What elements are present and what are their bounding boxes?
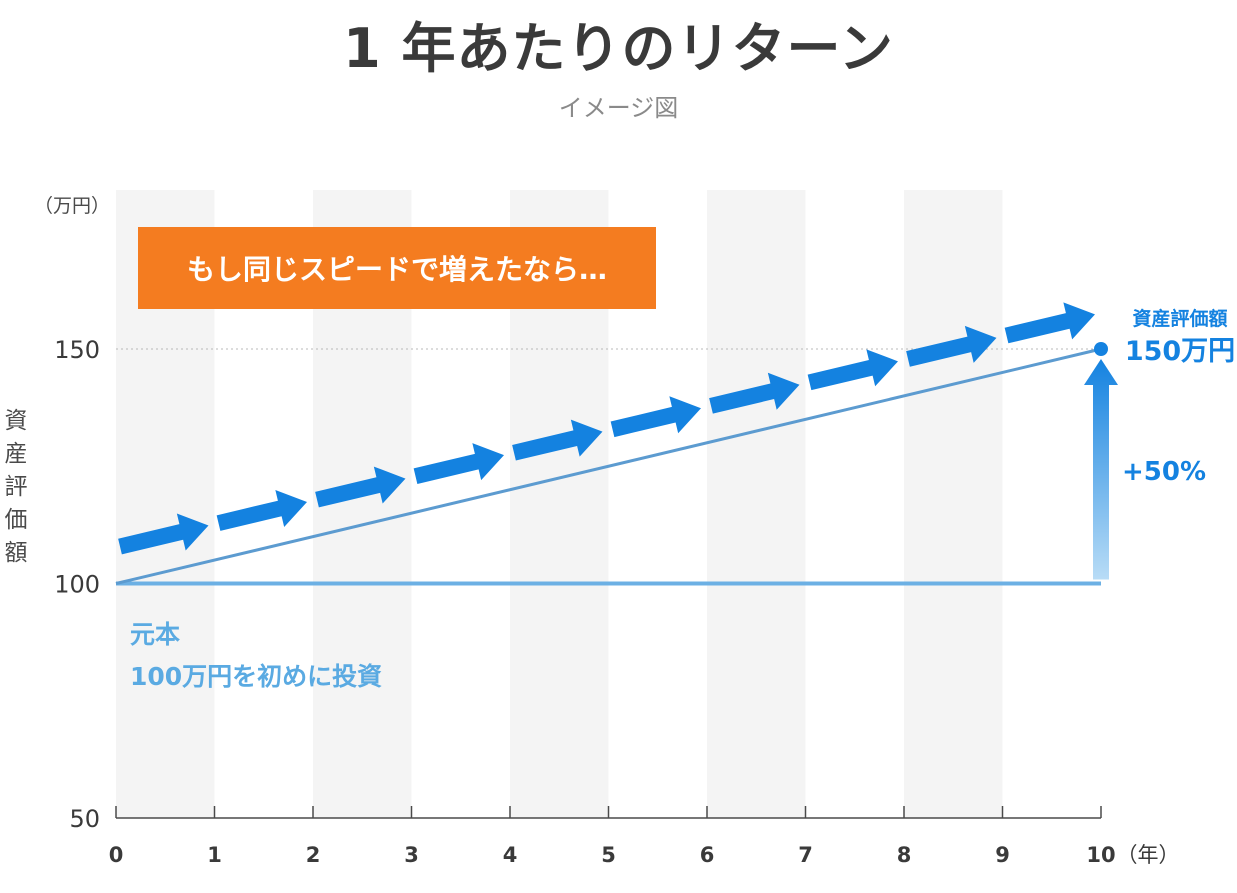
growth-arrow: [709, 372, 800, 414]
growth-arrow-shape: [709, 372, 800, 414]
end-value-heading: 資産評価額: [1132, 307, 1227, 330]
principal-label: 元本: [130, 620, 180, 649]
growth-arrow-shape: [315, 466, 406, 508]
growth-arrow: [906, 325, 997, 367]
growth-arrow-shape: [118, 513, 209, 555]
x-tick-label: 9: [995, 843, 1010, 867]
growth-percent-label: +50%: [1122, 457, 1206, 487]
y-axis-label-char: 価: [5, 507, 28, 533]
growth-arrow-shape: [807, 349, 898, 391]
growth-arrow-shape: [413, 443, 504, 484]
background-band: [707, 190, 806, 818]
growth-arrow: [610, 396, 701, 438]
x-tick-label: 6: [700, 843, 715, 867]
end-point-marker: [1094, 342, 1108, 356]
growth-arrow: [315, 466, 406, 508]
growth-arrow: [807, 349, 898, 391]
y-unit-label: （万円）: [34, 195, 110, 217]
y-tick-label: 100: [54, 571, 100, 599]
x-tick-label: 2: [306, 843, 321, 867]
growth-arrow-shape: [512, 419, 603, 461]
x-tick-label: 3: [404, 843, 419, 867]
growth-arrow-shape: [906, 325, 997, 367]
growth-arrow: [413, 443, 504, 484]
callout-text: もし同じスピードで増えたなら…: [187, 253, 607, 286]
y-axis-label-char: 資: [5, 408, 28, 434]
chart-subtitle: イメージ図: [558, 94, 679, 122]
end-value-amount: 150万円: [1125, 336, 1235, 367]
chart-title: 1 年あたりのリターン: [343, 17, 894, 80]
growth-line: [115, 347, 1102, 585]
x-tick-label: 0: [109, 843, 124, 867]
x-tick-label: 7: [798, 843, 813, 867]
growth-arrow: [1004, 302, 1095, 344]
y-axis-label-char: 産: [5, 441, 28, 467]
x-tick-label: 8: [897, 843, 912, 867]
y-tick-label: 150: [54, 336, 100, 364]
growth-arrow: [512, 419, 603, 461]
growth-arrow-shape: [610, 396, 701, 438]
growth-up-arrow: [1084, 359, 1118, 580]
x-tick-label: 10: [1086, 843, 1115, 867]
y-axis-label-char: 評: [5, 474, 28, 500]
principal-description: 100万円を初めに投資: [130, 662, 382, 691]
y-axis-label-char: 額: [5, 540, 28, 566]
growth-arrow: [216, 490, 307, 531]
y-tick-label: 50: [69, 805, 100, 833]
growth-arrow-shape: [216, 490, 307, 531]
callout-box: [138, 227, 656, 309]
x-tick-label: 5: [601, 843, 616, 867]
growth-arrow: [118, 513, 209, 555]
x-tick-label: 1: [207, 843, 222, 867]
x-axis-unit-label: （年）: [1117, 843, 1180, 867]
x-tick-label: 4: [503, 843, 518, 867]
growth-arrow-shape: [1004, 302, 1095, 344]
y-axis-label: 資産評価額: [5, 408, 28, 566]
background-band: [904, 190, 1003, 818]
